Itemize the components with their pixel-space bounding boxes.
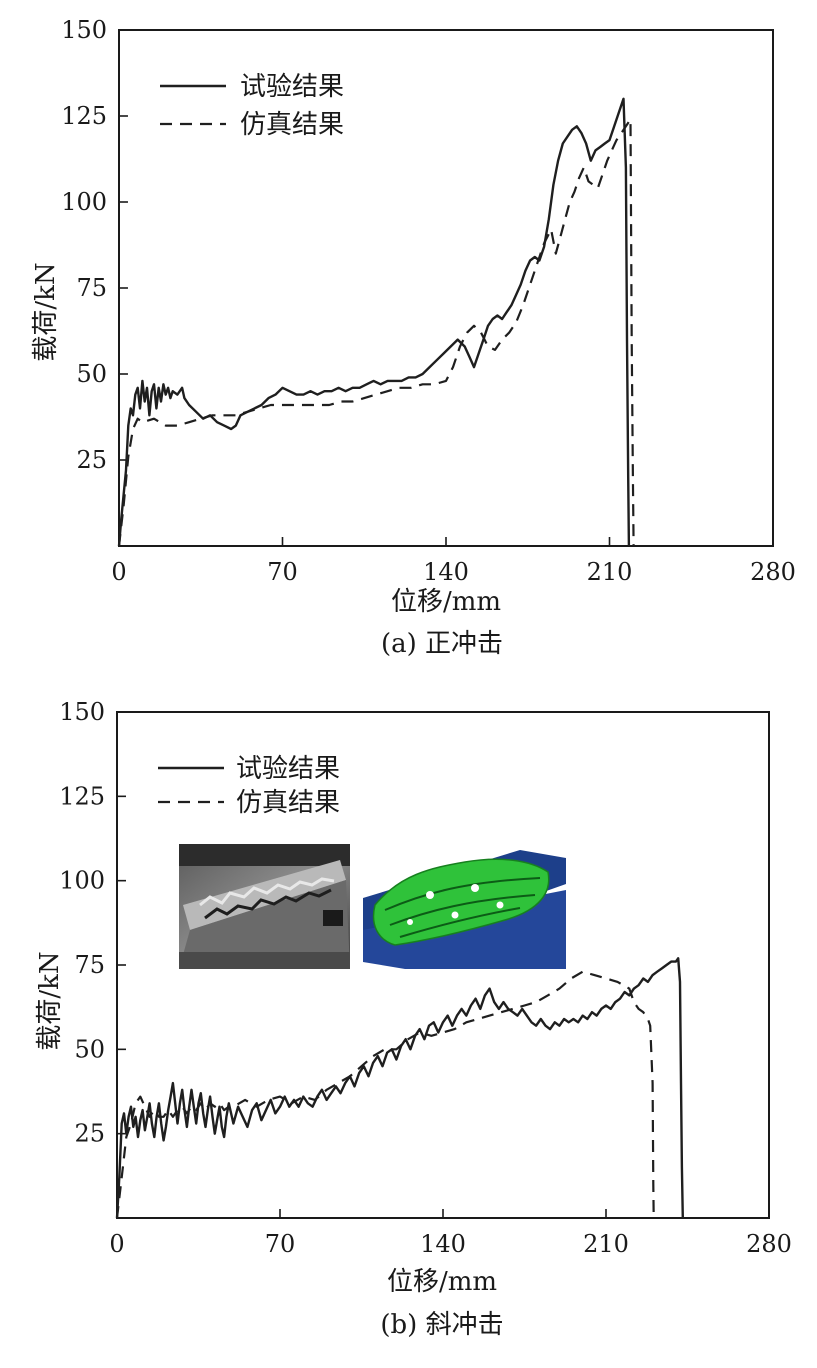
chart-a-series bbox=[117, 97, 635, 547]
x-tick-label: 210 bbox=[587, 558, 633, 586]
series-line-simulation bbox=[117, 118, 635, 547]
series-line-simulation bbox=[115, 970, 655, 1219]
x-tick-label: 0 bbox=[109, 1230, 124, 1258]
y-tick-label: 100 bbox=[61, 188, 107, 216]
chart-b-ylabel: 载荷/kN bbox=[35, 951, 65, 1050]
legend-label-b-1: 仿真结果 bbox=[236, 788, 340, 818]
inset-sim-image bbox=[363, 844, 566, 969]
y-tick-label: 125 bbox=[59, 782, 105, 810]
chart-a-xlabel: 位移/mm bbox=[391, 587, 501, 617]
y-tick-label: 75 bbox=[74, 951, 105, 979]
x-tick-label: 280 bbox=[746, 1230, 792, 1258]
y-tick-label: 25 bbox=[74, 1120, 105, 1148]
y-tick-label: 50 bbox=[76, 360, 107, 388]
chart-b-series bbox=[115, 957, 684, 1219]
chart-a-frame bbox=[118, 29, 774, 547]
legend-label-a-1: 仿真结果 bbox=[240, 110, 344, 140]
y-tick-label: 75 bbox=[76, 274, 107, 302]
chart-b-xlabel: 位移/mm bbox=[387, 1267, 497, 1297]
x-tick-label: 70 bbox=[265, 1230, 296, 1258]
y-tick-label: 50 bbox=[74, 1035, 105, 1063]
chart-a-ylabel: 载荷/kN bbox=[31, 262, 61, 361]
x-tick-label: 140 bbox=[420, 1230, 466, 1258]
inset-photo-test bbox=[179, 844, 350, 969]
legend-label-b-0: 试验结果 bbox=[236, 754, 340, 784]
chart-a-caption: (a) 正冲击 bbox=[381, 629, 503, 659]
chart-b: 0 70 140 210 280 25 50 75 100 125 150 试验结果 仿真结果 bbox=[35, 698, 792, 1340]
series-line-experiment bbox=[117, 97, 631, 547]
y-tick-label: 125 bbox=[61, 102, 107, 130]
chart-b-caption: (b) 斜冲击 bbox=[380, 1310, 503, 1340]
y-tick-label: 150 bbox=[59, 698, 105, 726]
x-tick-label: 140 bbox=[423, 558, 469, 586]
chart-a-ticks: 0 70 140 210 280 25 50 75 100 125 150 bbox=[61, 16, 796, 586]
chart-a-legend: 试验结果 仿真结果 bbox=[160, 72, 344, 140]
x-tick-label: 70 bbox=[267, 558, 298, 586]
chart-b-legend: 试验结果 仿真结果 bbox=[158, 754, 340, 818]
chart-b-ticks: 0 70 140 210 280 25 50 75 100 125 150 bbox=[59, 698, 792, 1258]
x-tick-label: 0 bbox=[111, 558, 126, 586]
x-tick-label: 210 bbox=[583, 1230, 629, 1258]
series-line-experiment bbox=[115, 957, 684, 1219]
chart-a: 0 70 140 210 280 25 50 75 100 125 150 试验结果 仿真结果 载荷… bbox=[31, 16, 796, 659]
y-tick-label: 150 bbox=[61, 16, 107, 44]
y-tick-label: 25 bbox=[76, 446, 107, 474]
x-tick-label: 280 bbox=[750, 558, 796, 586]
legend-label-a-0: 试验结果 bbox=[240, 72, 344, 102]
y-tick-label: 100 bbox=[59, 867, 105, 895]
